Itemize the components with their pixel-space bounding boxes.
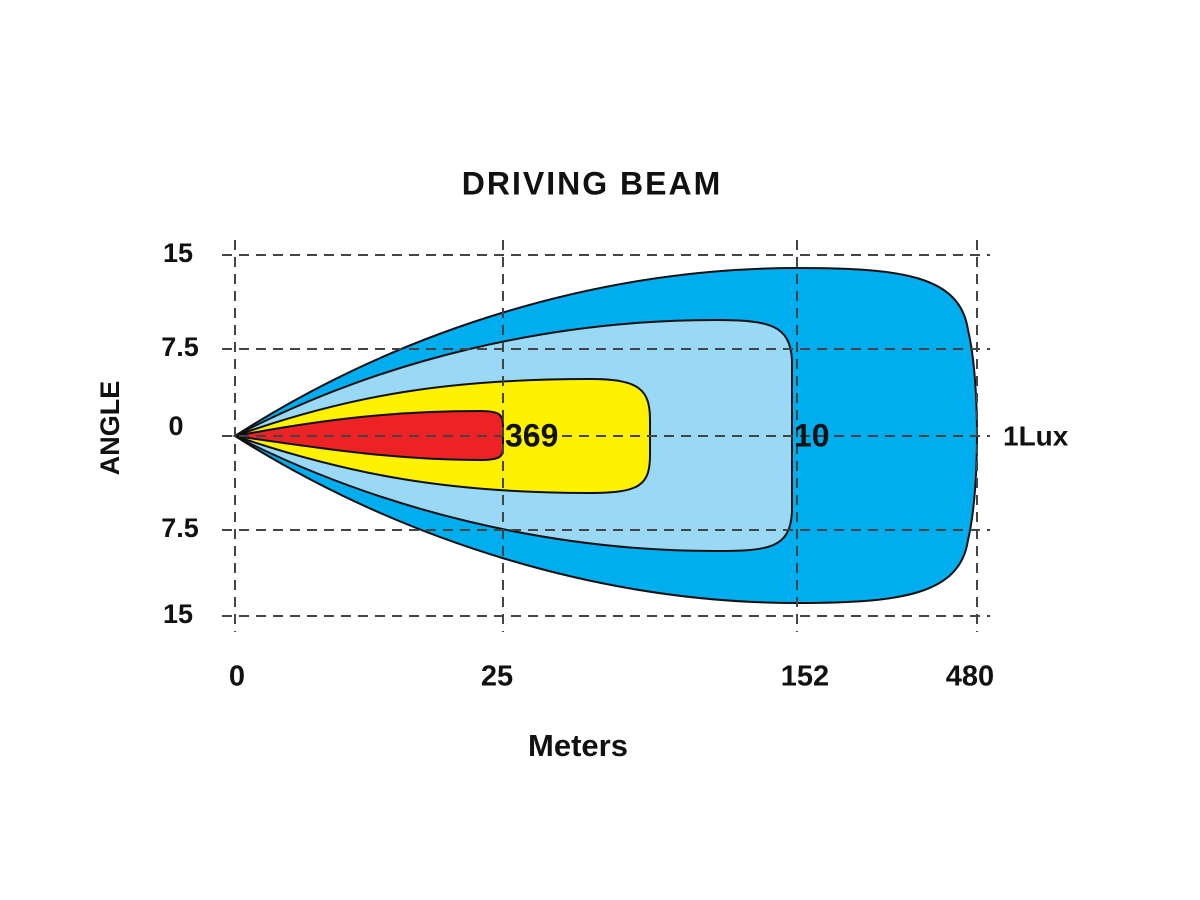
grid (222, 240, 990, 632)
x-tick-label: 0 (229, 661, 245, 693)
y-tick-label: 0 (168, 411, 183, 441)
contour-label: 1Lux (1003, 420, 1069, 451)
y-tick-label: 15 (163, 599, 193, 629)
contour-label: 369 (505, 417, 558, 453)
contour-label: 10 (794, 417, 830, 453)
y-tick-label: 7.5 (161, 513, 199, 543)
title: DRIVING BEAM (462, 165, 722, 201)
x-tick-label: 25 (481, 661, 513, 693)
y-tick-label: 7.5 (161, 332, 199, 362)
x-axis-label: Meters (528, 728, 628, 763)
x-tick-label: 152 (781, 661, 829, 693)
x-tick-label: 480 (946, 661, 994, 693)
y-tick-label: 15 (163, 238, 193, 268)
y-axis-label: ANGLE (95, 381, 125, 476)
